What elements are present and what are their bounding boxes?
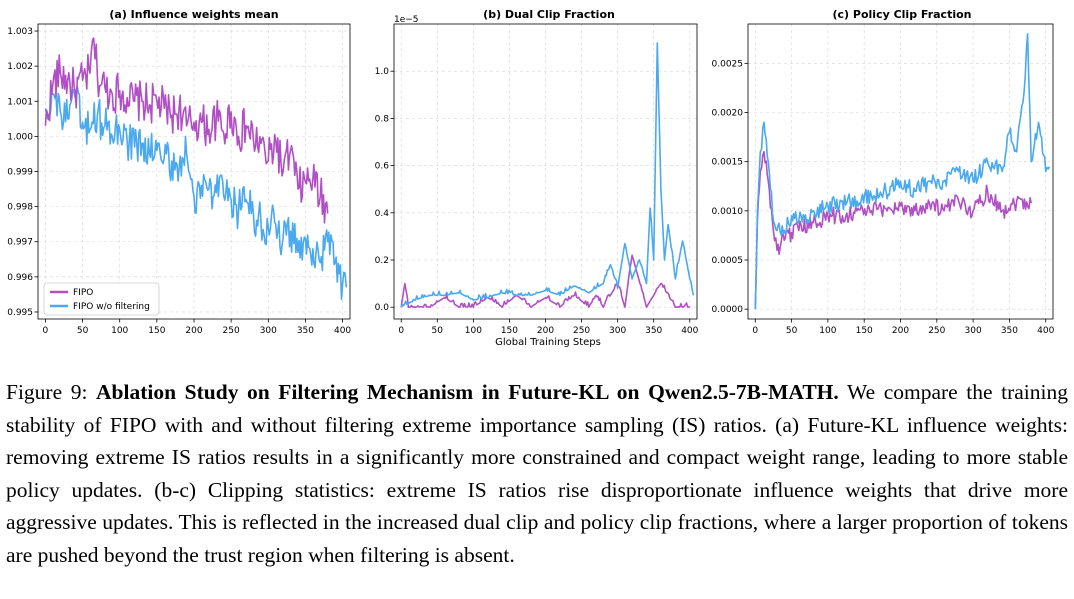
- y-tick-label: 1.003: [7, 27, 33, 37]
- x-tick-label: 300: [260, 326, 277, 336]
- panel-c-series-fipo-w-o-filtering: [755, 34, 1049, 309]
- y-tick-label: 0.0: [375, 303, 390, 313]
- figure-panels: (a) Influence weights mean 0 50 100 150 200 2…: [7, 8, 1055, 348]
- y-tick-label: 0.0010: [712, 207, 744, 217]
- y-tick-label: 0.0000: [712, 305, 744, 315]
- y-tick-label: 0.997: [7, 238, 33, 248]
- panel-a-title: (a) Influence weights mean: [109, 8, 278, 21]
- x-tick-label: 250: [573, 326, 590, 336]
- x-tick-label: 350: [297, 326, 314, 336]
- x-tick-label: 200: [185, 326, 202, 336]
- y-tick-label: 0.0020: [712, 109, 744, 119]
- panel-c-title: (c) Policy Clip Fraction: [833, 8, 972, 21]
- y-tick-label: 0.999: [7, 168, 33, 178]
- legend-label-fipo-wo-filtering: FIPO w/o filtering: [73, 302, 150, 312]
- x-tick-label: 200: [537, 326, 554, 336]
- x-tick-label: 100: [465, 326, 482, 336]
- legend-label-fipo: FIPO: [73, 288, 93, 298]
- figure-caption: Figure 9: Ablation Study on Filtering Me…: [6, 376, 1068, 571]
- y-tick-label: 1.0: [375, 67, 390, 77]
- x-tick-label: 50: [77, 326, 89, 336]
- y-tick-label: 0.996: [7, 273, 33, 283]
- legend: FIPO FIPO w/o filtering: [43, 282, 160, 316]
- panel-a-series-fipo-w-o-filtering: [45, 86, 346, 299]
- y-tick-label: 0.0005: [712, 256, 744, 266]
- x-tick-label: 100: [819, 326, 836, 336]
- x-tick-label: 0: [398, 326, 404, 336]
- panel-b-dual-clip-fraction: (b) Dual Clip Fraction 1e−5 0 50 100 150 200…: [375, 8, 699, 348]
- panel-b-offset-text: 1e−5: [394, 15, 419, 25]
- x-axis-label: Global Training Steps: [495, 337, 601, 348]
- x-tick-label: 350: [645, 326, 662, 336]
- x-tick-label: 50: [786, 326, 798, 336]
- y-tick-label: 0.6: [375, 162, 390, 172]
- caption-text: We compare the training stability of FIP…: [6, 380, 1069, 567]
- panel-b-series-fipo-w-o-filtering: [401, 43, 693, 307]
- x-tick-label: 250: [928, 326, 945, 336]
- y-tick-label: 0.998: [7, 203, 33, 213]
- panel-c-series-fipo: [755, 152, 1031, 309]
- legend-box: [43, 282, 160, 316]
- x-tick-label: 250: [223, 326, 240, 336]
- x-tick-label: 150: [148, 326, 165, 336]
- caption-bold-title: Ablation Study on Filtering Mechanism in…: [96, 380, 839, 404]
- x-tick-label: 100: [111, 326, 128, 336]
- y-tick-label: 0.995: [7, 308, 33, 318]
- x-tick-label: 150: [856, 326, 873, 336]
- x-tick-label: 200: [892, 326, 909, 336]
- x-tick-label: 0: [752, 326, 758, 336]
- x-tick-label: 300: [965, 326, 982, 336]
- y-tick-label: 1.002: [7, 62, 33, 72]
- y-tick-label: 0.0025: [712, 59, 744, 69]
- panel-c-policy-clip-fraction: (c) Policy Clip Fraction 0 50 100 150 200 250…: [712, 8, 1055, 336]
- x-tick-label: 300: [609, 326, 626, 336]
- caption-label: Figure 9:: [6, 380, 88, 404]
- y-tick-label: 0.0015: [712, 158, 744, 168]
- y-tick-label: 0.4: [375, 209, 390, 219]
- y-tick-label: 0.8: [375, 114, 390, 124]
- panel-a-influence-weights-mean: (a) Influence weights mean 0 50 100 150 200 2…: [7, 8, 351, 336]
- x-tick-label: 50: [432, 326, 444, 336]
- panel-b-series-fipo: [401, 255, 690, 307]
- x-tick-label: 400: [334, 326, 351, 336]
- x-tick-label: 400: [681, 326, 698, 336]
- x-tick-label: 0: [43, 326, 49, 336]
- x-tick-label: 400: [1037, 326, 1054, 336]
- panel-a-series-fipo: [45, 38, 327, 223]
- panel-b-title: (b) Dual Clip Fraction: [483, 8, 615, 21]
- x-tick-label: 150: [501, 326, 518, 336]
- x-tick-label: 350: [1001, 326, 1018, 336]
- y-tick-label: 1.000: [7, 132, 33, 142]
- y-tick-label: 1.001: [7, 97, 33, 107]
- y-tick-label: 0.2: [375, 256, 389, 266]
